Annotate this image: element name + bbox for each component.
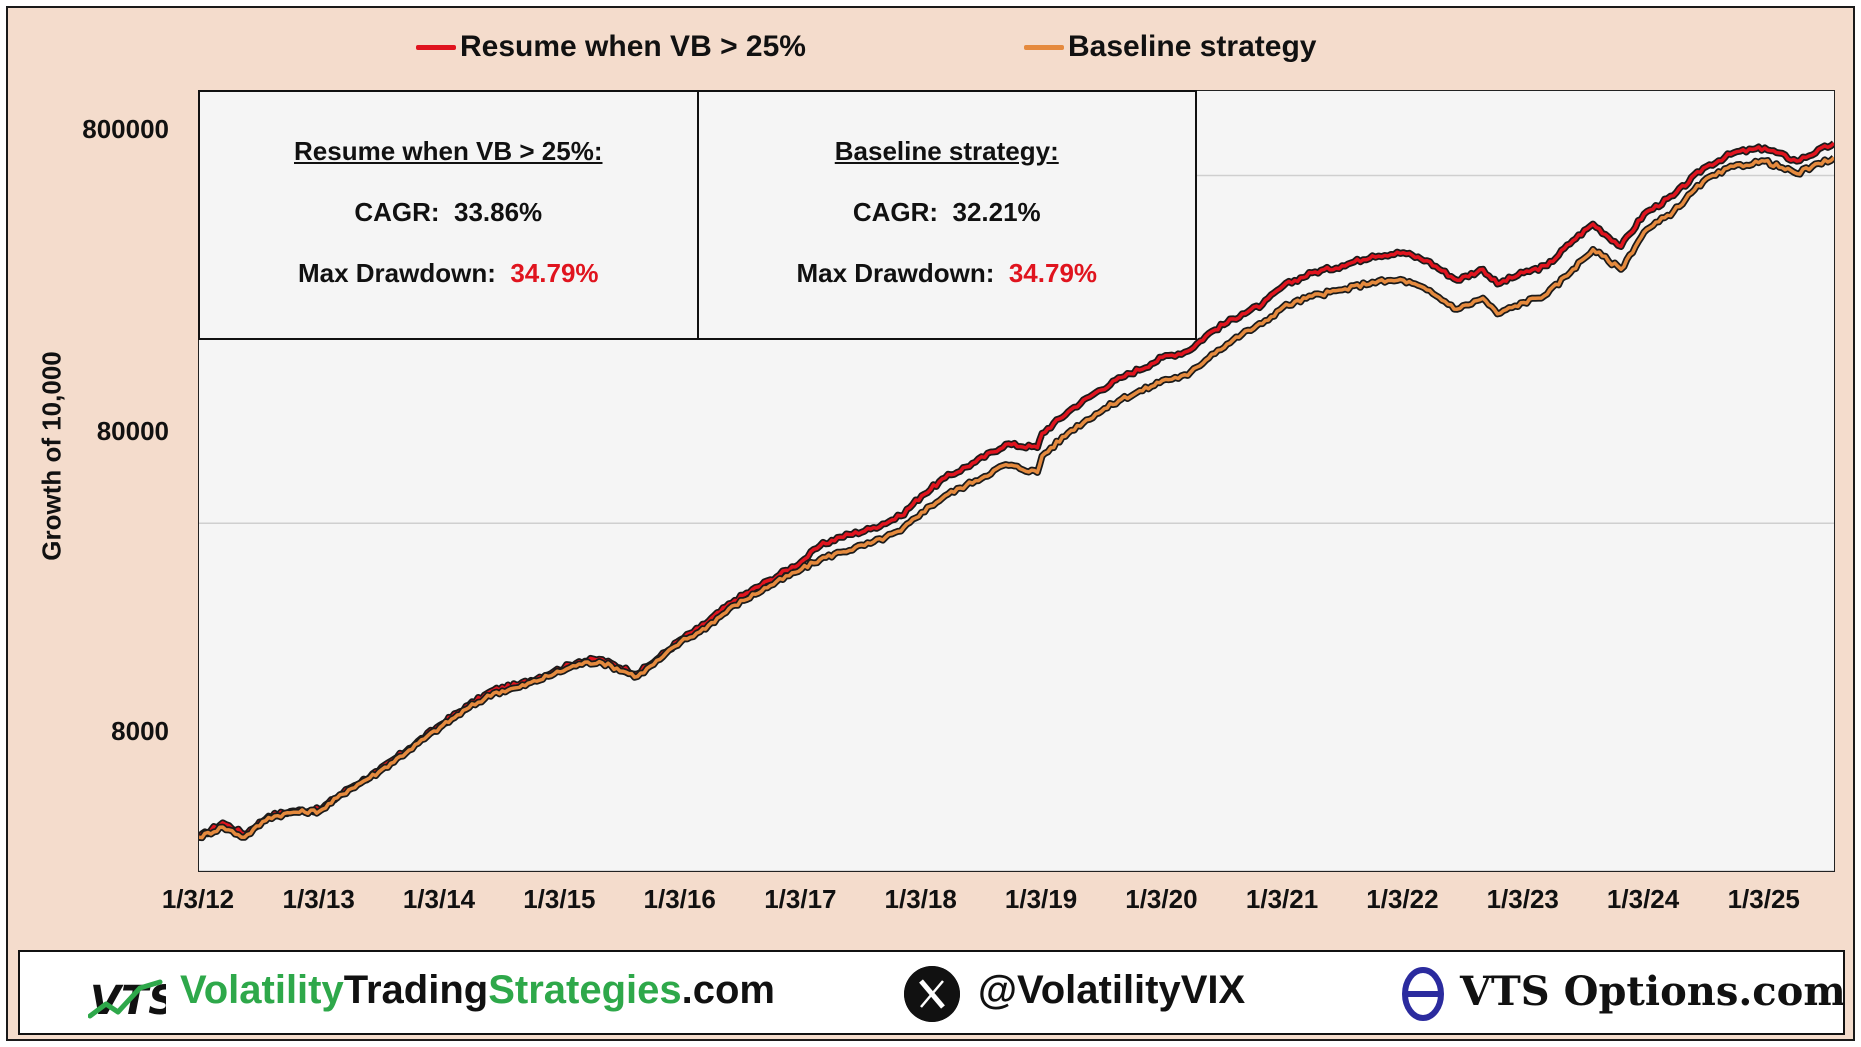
cagr-row: CAGR: 33.86% <box>354 197 542 228</box>
y-axis-label: Growth of 10,000 <box>36 351 67 561</box>
site-name-part: .com <box>681 968 775 1012</box>
cagr-label: CAGR: <box>354 197 440 227</box>
x-tick-label: 1/3/19 <box>1004 884 1078 914</box>
drawdown-label: Max Drawdown: <box>297 258 496 288</box>
stats-column-baseline: Baseline strategy: CAGR: 32.21% Max Draw… <box>696 92 1196 338</box>
x-tick-label: 1/3/21 <box>1245 884 1319 914</box>
cagr-value: 32.21% <box>952 197 1041 227</box>
x-tick-label: 1/3/22 <box>1366 884 1439 914</box>
footer-banner: VTS VolatilityTradingStrategies.com @Vol… <box>18 950 1846 1035</box>
stats-box: Resume when VB > 25%: CAGR: 33.86% Max D… <box>198 90 1197 340</box>
x-tick-label: 1/3/17 <box>764 884 837 914</box>
legend: Resume when VB > 25% Baseline strategy <box>8 30 1857 70</box>
drawdown-label: Max Drawdown: <box>796 258 995 288</box>
drawdown-row: Max Drawdown: 34.79% <box>796 258 1097 289</box>
legend-swatch-baseline <box>1024 44 1064 50</box>
x-logo-icon <box>904 966 960 1022</box>
site-name-part: Strategies <box>488 968 682 1012</box>
legend-label-baseline: Baseline strategy <box>1068 30 1317 63</box>
stats-column-resume: Resume when VB > 25%: CAGR: 33.86% Max D… <box>200 92 697 338</box>
x-tick-label: 1/3/15 <box>523 884 596 914</box>
x-tick-label: 1/3/25 <box>1727 884 1800 914</box>
x-tick-label: 1/3/16 <box>643 884 716 914</box>
x-tick-label: 1/3/23 <box>1486 884 1559 914</box>
y-tick-label: 800000 <box>82 114 169 144</box>
vts-logo-icon: VTS <box>88 978 166 1024</box>
options-site-link[interactable]: VTS Options.com <box>1460 968 1846 1015</box>
stats-title: Baseline strategy: <box>834 136 1059 166</box>
legend-item-resume: Resume when VB > 25% <box>416 30 806 64</box>
x-tick-label: 1/3/13 <box>282 884 355 914</box>
y-tick-label: 8000 <box>111 716 169 746</box>
x-tick-label: 1/3/20 <box>1125 884 1198 914</box>
drawdown-row: Max Drawdown: 34.79% <box>298 258 599 289</box>
x-tick-label: 1/3/18 <box>884 884 957 914</box>
x-tick-label: 1/3/12 <box>161 884 235 914</box>
cagr-value: 33.86% <box>453 197 543 227</box>
drawdown-value: 34.79% <box>1008 258 1098 288</box>
site-name-link[interactable]: VolatilityTradingStrategies.com <box>180 968 775 1013</box>
site-name-part: Volatility <box>180 968 344 1012</box>
chart-frame: Resume when VB > 25% Baseline strategy G… <box>6 6 1855 1041</box>
theta-logo-icon <box>1402 967 1444 1021</box>
site-name-part: Trading <box>343 968 489 1012</box>
legend-item-baseline: Baseline strategy <box>1024 30 1316 64</box>
twitter-handle-link[interactable]: @VolatilityVIX <box>978 968 1246 1012</box>
cagr-label: CAGR: <box>852 197 939 227</box>
legend-label-resume: Resume when VB > 25% <box>460 30 806 63</box>
series-line-baseline <box>199 156 1834 840</box>
drawdown-value: 34.79% <box>510 258 599 288</box>
x-tick-label: 1/3/14 <box>402 884 476 914</box>
y-tick-label: 80000 <box>96 416 169 446</box>
x-tick-label: 1/3/24 <box>1606 884 1680 914</box>
stats-title: Resume when VB > 25%: <box>294 136 603 166</box>
legend-swatch-resume <box>416 44 456 50</box>
cagr-row: CAGR: 32.21% <box>853 197 1041 228</box>
